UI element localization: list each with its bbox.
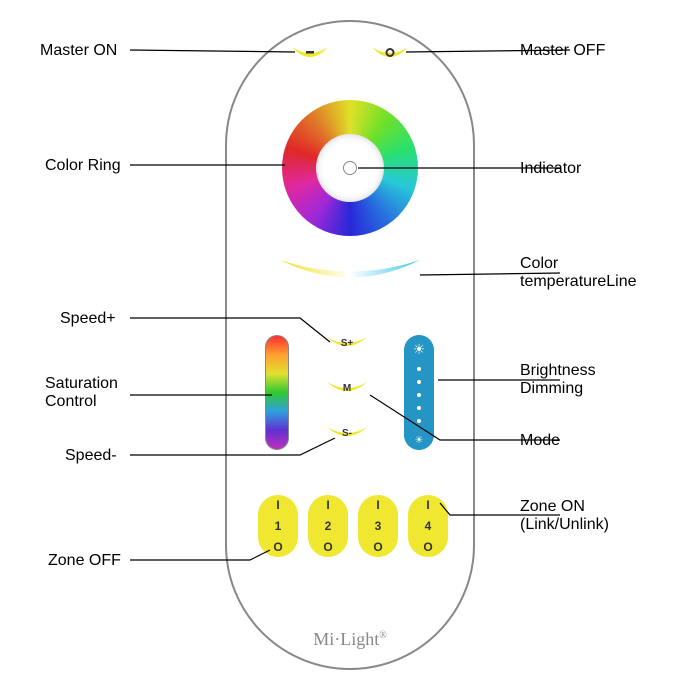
label-speed-plus: Speed+	[60, 310, 116, 328]
svg-text:S+: S+	[341, 338, 354, 349]
master-on-button[interactable]	[290, 45, 330, 65]
mode-button[interactable]: M	[325, 380, 369, 402]
label-color-temp: Color temperatureLine	[520, 255, 637, 291]
zone-off-icon: O	[408, 540, 448, 554]
color-temperature-slider[interactable]	[275, 255, 425, 295]
label-master-off: Master OFF	[520, 42, 605, 60]
brightness-dot-icon	[417, 367, 421, 371]
master-off-button[interactable]	[370, 45, 410, 65]
zone-off-icon: O	[308, 540, 348, 554]
brand-label: Mi·Light®	[313, 629, 387, 650]
label-brightness: Brightness Dimming	[520, 362, 596, 398]
svg-text:M: M	[343, 383, 351, 394]
brightness-dot-icon	[417, 393, 421, 397]
zone-number: 4	[408, 519, 448, 533]
label-mode: Mode	[520, 432, 560, 450]
speed-minus-button[interactable]: S-	[325, 425, 369, 447]
label-zone-on: Zone ON (Link/Unlink)	[520, 498, 609, 534]
indicator-led	[343, 161, 357, 175]
zone-4-button[interactable]: I 4 O	[408, 495, 448, 557]
brightness-dot-icon	[417, 380, 421, 384]
zone-on-icon: I	[258, 498, 298, 512]
zone-2-button[interactable]: I 2 O	[308, 495, 348, 557]
label-master-on: Master ON	[40, 42, 117, 60]
zone-on-icon: I	[408, 498, 448, 512]
svg-text:S-: S-	[342, 428, 352, 439]
label-indicator: Indicator	[520, 160, 581, 178]
zone-number: 3	[358, 519, 398, 533]
brightness-high-icon: ☀	[413, 341, 426, 358]
zone-number: 2	[308, 519, 348, 533]
label-zone-off: Zone OFF	[48, 552, 121, 570]
brightness-dot-icon	[417, 406, 421, 410]
saturation-slider[interactable]	[265, 335, 289, 450]
zone-1-button[interactable]: I 1 O	[258, 495, 298, 557]
zone-on-icon: I	[358, 498, 398, 512]
speed-plus-button[interactable]: S+	[325, 335, 369, 357]
brightness-dot-icon	[417, 419, 421, 423]
label-color-ring: Color Ring	[45, 157, 121, 175]
brightness-low-icon: ☀	[415, 435, 424, 446]
label-speed-minus: Speed-	[65, 447, 117, 465]
zone-number: 1	[258, 519, 298, 533]
brightness-slider[interactable]: ☀ ☀	[404, 335, 434, 450]
zone-on-icon: I	[308, 498, 348, 512]
zone-off-icon: O	[358, 540, 398, 554]
label-saturation: Saturation Control	[45, 375, 118, 411]
zone-3-button[interactable]: I 3 O	[358, 495, 398, 557]
zone-off-icon: O	[258, 540, 298, 554]
